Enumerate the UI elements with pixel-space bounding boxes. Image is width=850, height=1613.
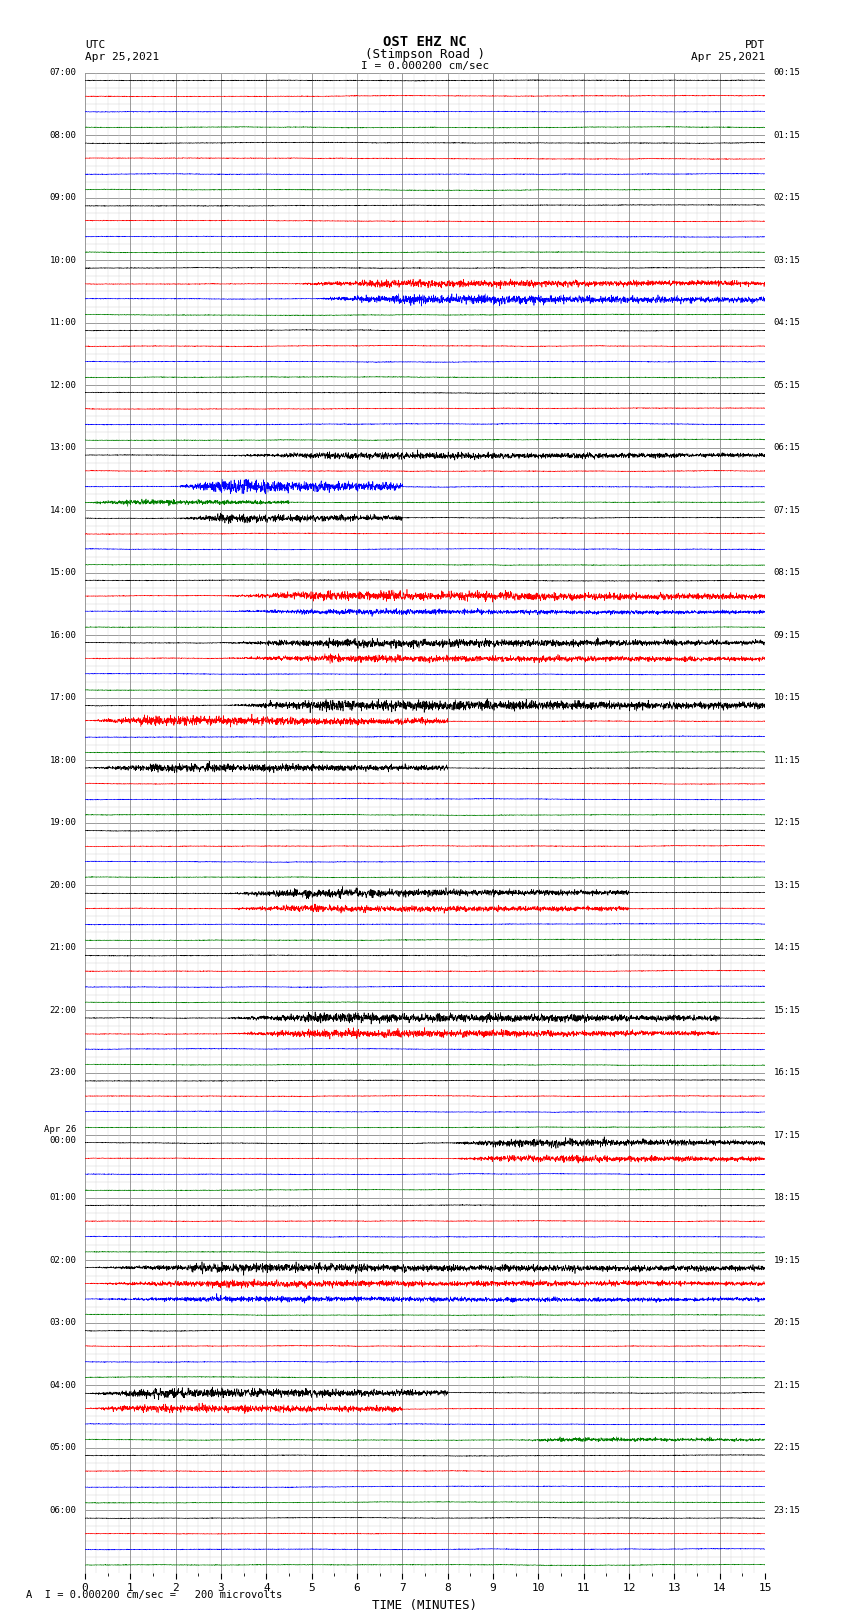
Text: 11:15: 11:15 xyxy=(774,755,801,765)
Text: 22:15: 22:15 xyxy=(774,1444,801,1452)
Text: 02:15: 02:15 xyxy=(774,194,801,202)
Text: 21:15: 21:15 xyxy=(774,1381,801,1390)
Text: 08:15: 08:15 xyxy=(774,568,801,577)
Text: 17:15: 17:15 xyxy=(774,1131,801,1140)
Text: 09:15: 09:15 xyxy=(774,631,801,640)
Text: 02:00: 02:00 xyxy=(49,1255,76,1265)
Text: 23:15: 23:15 xyxy=(774,1505,801,1515)
Text: 12:00: 12:00 xyxy=(49,381,76,390)
Text: A  I = 0.000200 cm/sec =   200 microvolts: A I = 0.000200 cm/sec = 200 microvolts xyxy=(26,1590,281,1600)
Text: 11:00: 11:00 xyxy=(49,318,76,327)
Text: 04:00: 04:00 xyxy=(49,1381,76,1390)
Text: 06:00: 06:00 xyxy=(49,1505,76,1515)
Text: 10:15: 10:15 xyxy=(774,694,801,702)
Text: 17:00: 17:00 xyxy=(49,694,76,702)
Text: I = 0.000200 cm/sec: I = 0.000200 cm/sec xyxy=(361,61,489,71)
Text: 13:00: 13:00 xyxy=(49,444,76,452)
Text: 22:00: 22:00 xyxy=(49,1005,76,1015)
Text: 00:15: 00:15 xyxy=(774,68,801,77)
Text: 13:15: 13:15 xyxy=(774,881,801,890)
Text: 20:00: 20:00 xyxy=(49,881,76,890)
Text: 18:00: 18:00 xyxy=(49,755,76,765)
Text: OST EHZ NC: OST EHZ NC xyxy=(383,35,467,50)
Text: UTC: UTC xyxy=(85,40,105,50)
Text: 01:00: 01:00 xyxy=(49,1194,76,1202)
Text: 15:00: 15:00 xyxy=(49,568,76,577)
X-axis label: TIME (MINUTES): TIME (MINUTES) xyxy=(372,1598,478,1611)
Text: 18:15: 18:15 xyxy=(774,1194,801,1202)
Text: 04:15: 04:15 xyxy=(774,318,801,327)
Text: 08:00: 08:00 xyxy=(49,131,76,140)
Text: 07:15: 07:15 xyxy=(774,505,801,515)
Text: 23:00: 23:00 xyxy=(49,1068,76,1077)
Text: 07:00: 07:00 xyxy=(49,68,76,77)
Text: Apr 25,2021: Apr 25,2021 xyxy=(85,52,159,61)
Text: 14:15: 14:15 xyxy=(774,944,801,952)
Text: 16:00: 16:00 xyxy=(49,631,76,640)
Text: 15:15: 15:15 xyxy=(774,1005,801,1015)
Text: 09:00: 09:00 xyxy=(49,194,76,202)
Text: 16:15: 16:15 xyxy=(774,1068,801,1077)
Text: 19:15: 19:15 xyxy=(774,1255,801,1265)
Text: PDT: PDT xyxy=(745,40,765,50)
Text: 12:15: 12:15 xyxy=(774,818,801,827)
Text: 05:00: 05:00 xyxy=(49,1444,76,1452)
Text: 06:15: 06:15 xyxy=(774,444,801,452)
Text: 03:00: 03:00 xyxy=(49,1318,76,1327)
Text: 14:00: 14:00 xyxy=(49,505,76,515)
Text: 19:00: 19:00 xyxy=(49,818,76,827)
Text: (Stimpson Road ): (Stimpson Road ) xyxy=(365,48,485,61)
Text: 01:15: 01:15 xyxy=(774,131,801,140)
Text: Apr 26
00:00: Apr 26 00:00 xyxy=(44,1126,76,1145)
Text: 21:00: 21:00 xyxy=(49,944,76,952)
Text: 10:00: 10:00 xyxy=(49,255,76,265)
Text: 20:15: 20:15 xyxy=(774,1318,801,1327)
Text: Apr 25,2021: Apr 25,2021 xyxy=(691,52,765,61)
Text: 05:15: 05:15 xyxy=(774,381,801,390)
Text: 03:15: 03:15 xyxy=(774,255,801,265)
